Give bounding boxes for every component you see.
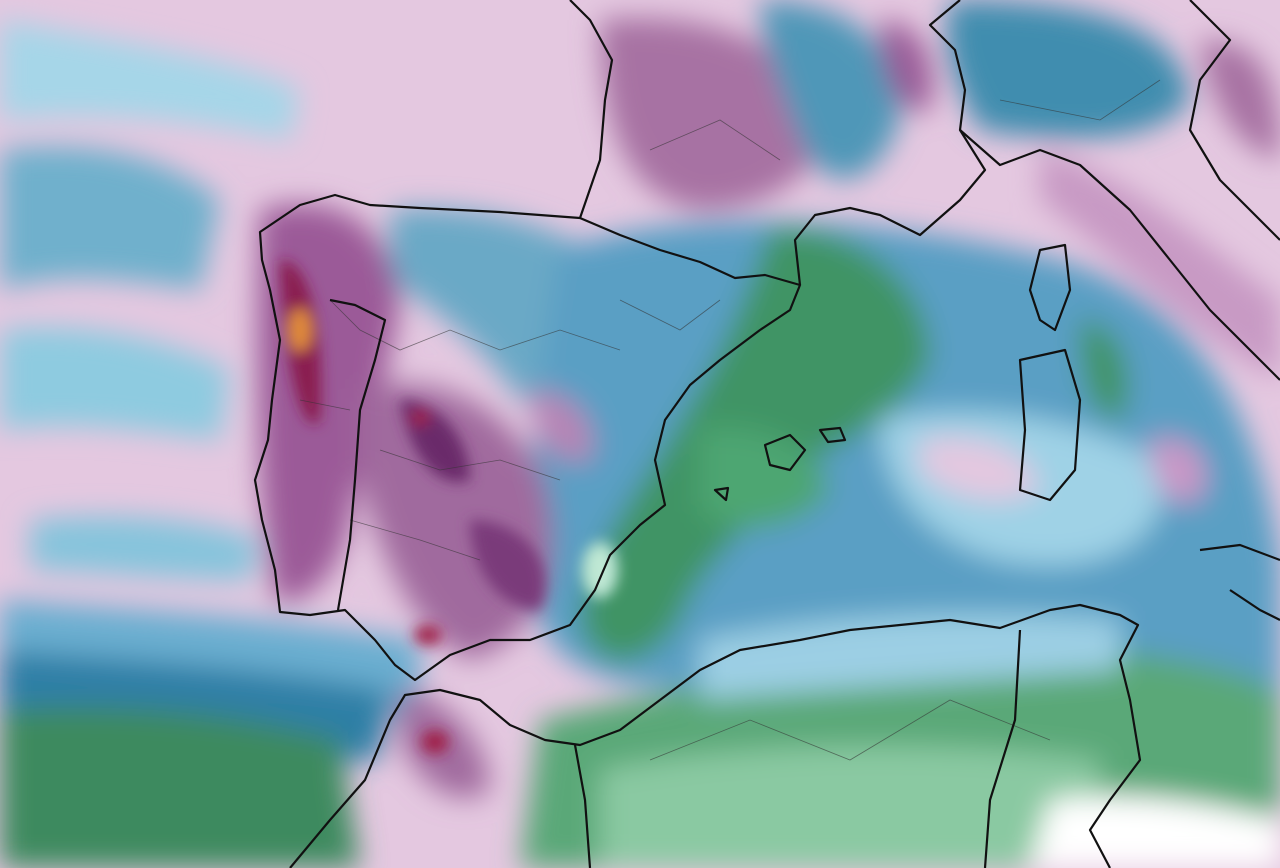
field-white (1030, 796, 1280, 868)
borders (299, 79, 1161, 761)
field-green (700, 428, 830, 528)
core-red (421, 730, 449, 754)
border-africa (573, 629, 1022, 868)
coastline-corsica (1028, 243, 1072, 332)
coastline-france-atlantic (569, 0, 614, 219)
coastline-sicily (1199, 543, 1280, 621)
core-dark-purple (470, 520, 546, 610)
coastline-italy (959, 129, 1280, 381)
core-red (410, 410, 430, 426)
field-blue (946, 0, 1190, 139)
field-purple (1040, 150, 1280, 380)
field-purple (530, 390, 593, 462)
field-light-blue (30, 516, 260, 580)
field-blue (760, 0, 900, 179)
field-green (0, 707, 360, 868)
field-blue (0, 146, 220, 290)
coastline-adriatic (1188, 0, 1280, 241)
field-purple (1200, 40, 1280, 160)
field-light-blue (0, 327, 230, 440)
admin-border (299, 79, 1161, 761)
coastline-balearics (713, 426, 847, 502)
field-purple (1150, 438, 1207, 503)
coastline-sardinia (1018, 348, 1082, 502)
field-light-blue (0, 20, 300, 140)
precipitation-cores (280, 260, 618, 754)
border-portugal (329, 298, 387, 611)
field-green (1080, 320, 1128, 420)
coastlines (253, 0, 1280, 868)
field-purple (880, 20, 933, 112)
field-light-blue (700, 614, 1120, 700)
coastline-france-med (793, 0, 987, 286)
core-red (414, 625, 442, 645)
core-orange (288, 308, 312, 352)
field-light-green (600, 746, 1100, 868)
coastline-north-africa (289, 603, 1142, 868)
coastline-iberia (253, 193, 802, 682)
core-light (582, 542, 618, 598)
field-pink (920, 437, 1040, 501)
